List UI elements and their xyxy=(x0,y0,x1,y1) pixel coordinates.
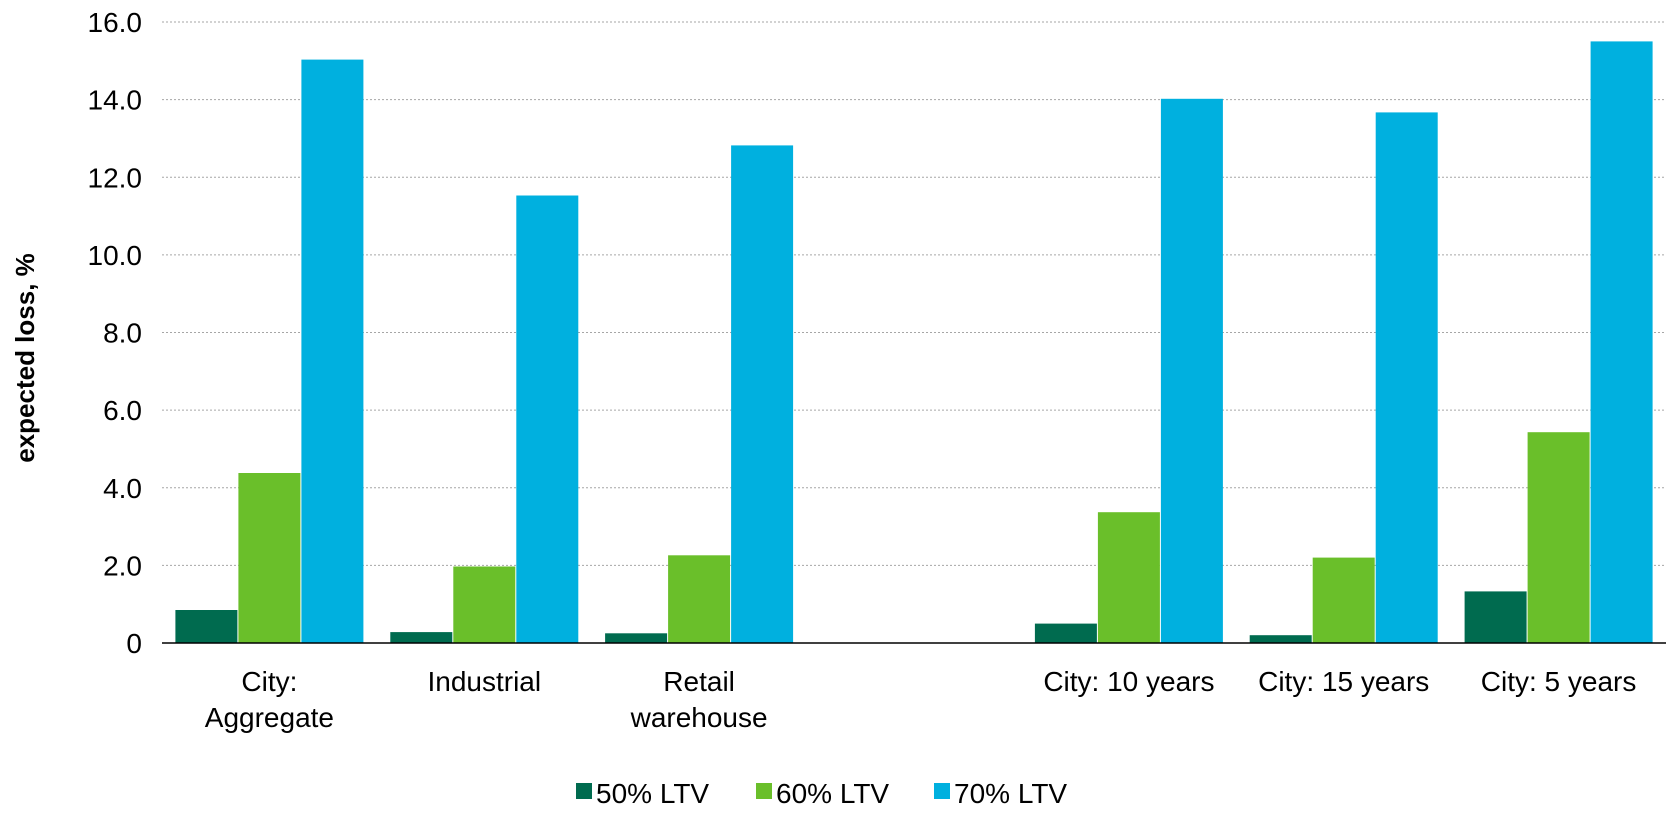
x-category-label: Aggregate xyxy=(205,702,334,733)
legend-item: 60% LTV xyxy=(756,778,889,809)
legend-label: 50% LTV xyxy=(596,778,709,809)
bar-70-ltv xyxy=(301,59,364,644)
y-tick-label: 14.0 xyxy=(88,85,143,116)
x-category-label: City: 5 years xyxy=(1481,666,1637,697)
bar-60-ltv xyxy=(1097,512,1160,643)
x-category-label: City: 15 years xyxy=(1258,666,1429,697)
bar-50-ltv xyxy=(390,632,453,643)
legend-label: 70% LTV xyxy=(954,778,1067,809)
bar-70-ltv xyxy=(516,195,579,643)
y-tick-label: 8.0 xyxy=(103,318,142,349)
legend-label: 60% LTV xyxy=(776,778,889,809)
bar-60-ltv xyxy=(453,566,516,643)
bar-50-ltv xyxy=(605,633,668,643)
bar-50-ltv xyxy=(1249,635,1312,643)
bar-60-ltv xyxy=(1527,432,1590,643)
y-tick-label: 12.0 xyxy=(88,162,143,193)
bars-layer xyxy=(175,41,1653,644)
bar-70-ltv xyxy=(1375,112,1438,643)
x-category-label: Industrial xyxy=(427,666,541,697)
x-category-label: City: xyxy=(241,666,297,697)
bar-50-ltv xyxy=(175,610,238,643)
legend-item: 70% LTV xyxy=(934,778,1067,809)
bar-70-ltv xyxy=(731,145,794,643)
bar-50-ltv xyxy=(1464,591,1527,643)
y-tick-label: 10.0 xyxy=(88,240,143,271)
legend-swatch xyxy=(576,783,592,799)
bar-70-ltv xyxy=(1590,41,1653,643)
legend-swatch xyxy=(756,783,772,799)
bar-70-ltv xyxy=(1160,98,1223,644)
y-tick-label: 0 xyxy=(126,628,142,659)
y-tick-label: 16.0 xyxy=(88,7,143,38)
x-category-label: warehouse xyxy=(630,702,768,733)
grid-layer xyxy=(162,21,1666,566)
x-category-label: City: 10 years xyxy=(1043,666,1214,697)
bar-60-ltv xyxy=(668,555,731,643)
x-category-labels: City: Aggregate Industrial Retail warehouse C… xyxy=(205,666,1637,733)
y-tick-label: 6.0 xyxy=(103,395,142,426)
y-axis-title: expected loss, % xyxy=(10,253,40,463)
bar-60-ltv xyxy=(1312,557,1375,643)
y-tick-label: 2.0 xyxy=(103,550,142,581)
y-tick-label: 4.0 xyxy=(103,473,142,504)
bar-50-ltv xyxy=(1034,623,1097,643)
legend-swatch xyxy=(934,783,950,799)
legend: 50% LTV 60% LTV 70% LTV xyxy=(576,778,1067,809)
bar-60-ltv xyxy=(238,473,301,643)
y-tick-labels: 0 2.0 4.0 6.0 8.0 10.0 12.0 14.0 16.0 xyxy=(88,7,143,659)
x-category-label: Retail xyxy=(663,666,735,697)
legend-item: 50% LTV xyxy=(576,778,709,809)
